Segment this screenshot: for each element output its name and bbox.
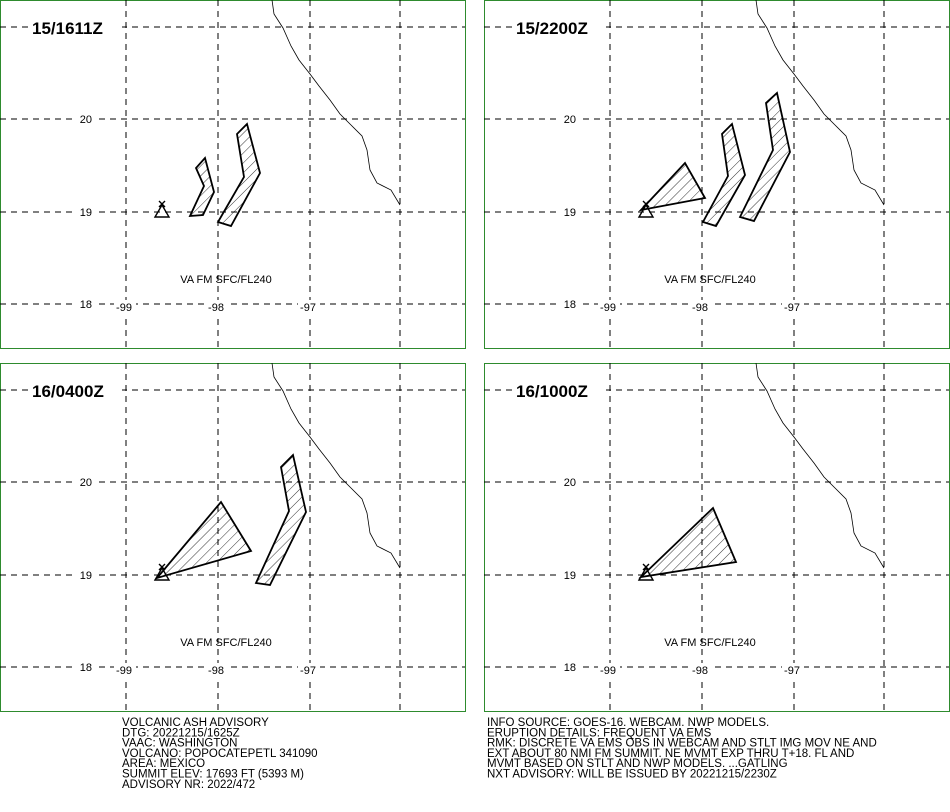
volcano-symbol: [637, 200, 655, 218]
lon-label: -97: [300, 665, 316, 677]
label-bg: [560, 297, 580, 311]
label-bg: [782, 300, 804, 314]
lon-label: -98: [692, 665, 708, 677]
map-panel: 20 19 18 -99 -98 -97 15/1611Z VA FM SFC/FL240: [0, 0, 466, 349]
ash-cloud: [638, 506, 738, 579]
advisory-line: EXT ABOUT 80 NMI FM SUMMIT. NE MVMT EXP …: [487, 748, 854, 760]
advisory-line: MVMT BASED ON STLT AND NWP MODELS. ...GA…: [487, 758, 788, 770]
label-bg: [206, 663, 228, 677]
label-bg: [560, 205, 580, 219]
map-panel: 20 19 18 -99 -98 -97 16/1000Z VA FM SFC/FL240: [484, 362, 950, 712]
label-bg: [76, 568, 96, 582]
advisory-line: SUMMIT ELEV: 17693 FT (5393 M): [122, 769, 304, 781]
label-bg: [114, 300, 136, 314]
valid-time: 16/1000Z: [516, 382, 588, 401]
flight-level: VA FM SFC/FL240: [664, 274, 756, 286]
volcano-symbol: [153, 563, 171, 581]
advisory-line: VOLCANO: POPOCATEPETL 341090: [122, 748, 318, 760]
advisory-line: VAAC: WASHINGTON: [122, 738, 237, 750]
ash-cloud: [154, 500, 253, 580]
coastline: [755, 0, 885, 206]
label-bg: [782, 663, 804, 677]
advisory-line: INFO SOURCE: GOES-16. WEBCAM. NWP MODELS…: [487, 717, 769, 729]
label-bg: [30, 18, 122, 38]
label-bg: [298, 300, 320, 314]
lon-label: -99: [600, 665, 616, 677]
lat-label: 18: [564, 299, 576, 311]
advisory-line: VOLCANIC ASH ADVISORY: [122, 717, 269, 729]
lon-label: -97: [784, 302, 800, 314]
lon-label: -99: [116, 302, 132, 314]
lon-label: -97: [784, 665, 800, 677]
map-panel: 20 19 18 -99 -98 -97 16/0400Z VA FM SFC/FL240: [0, 362, 466, 712]
lat-label: 18: [564, 662, 576, 674]
label-bg: [514, 18, 606, 38]
lat-label: 19: [80, 570, 92, 582]
label-bg: [76, 660, 96, 674]
panel-border: [0, 0, 466, 349]
label-bg: [598, 663, 620, 677]
label-bg: [560, 568, 580, 582]
coastline: [755, 362, 885, 569]
lat-label: 20: [564, 477, 576, 489]
label-bg: [30, 381, 122, 401]
lat-label: 19: [564, 570, 576, 582]
valid-time: 15/2200Z: [516, 19, 588, 38]
label-bg: [598, 300, 620, 314]
label-bg: [690, 300, 712, 314]
ash-cloud: [638, 161, 707, 212]
label-bg: [298, 663, 320, 677]
volcano-symbol: [637, 563, 655, 581]
lat-label: 19: [564, 207, 576, 219]
label-bg: [76, 475, 96, 489]
label-bg: [76, 112, 96, 126]
ash-cloud: [738, 91, 791, 223]
label-bg: [560, 660, 580, 674]
flight-level: VA FM SFC/FL240: [664, 637, 756, 649]
label-bg: [560, 112, 580, 126]
label-bg: [76, 297, 96, 311]
label-bg: [206, 300, 228, 314]
lat-label: 18: [80, 299, 92, 311]
ash-cloud: [254, 453, 307, 586]
advisory-line: RMK: DISCRETE VA EMS OBS IN WEBCAM AND S…: [487, 738, 877, 750]
ash-cloud: [188, 156, 215, 218]
valid-time: 16/0400Z: [32, 382, 104, 401]
label-bg: [690, 663, 712, 677]
label-bg: [76, 205, 96, 219]
advisory-line: ADVISORY NR: 2022/472: [122, 779, 255, 791]
lat-label: 20: [80, 114, 92, 126]
lat-label: 18: [80, 662, 92, 674]
advisory-line: DTG: 20221215/1625Z: [122, 727, 240, 739]
lat-label: 19: [80, 207, 92, 219]
lon-label: -98: [692, 302, 708, 314]
lon-label: -99: [600, 302, 616, 314]
label-bg: [114, 663, 136, 677]
advisory-line: ERUPTION DETAILS: FREQUENT VA EMS: [487, 727, 712, 739]
valid-time: 15/1611Z: [32, 19, 103, 38]
lat-label: 20: [564, 114, 576, 126]
advisory-line: AREA: MEXICO: [122, 758, 205, 770]
label-bg: [514, 381, 606, 401]
volcano-symbol: [153, 200, 171, 218]
lon-label: -99: [116, 665, 132, 677]
coastline: [271, 362, 401, 569]
advisory-line: NXT ADVISORY: WILL BE ISSUED BY 20221215…: [487, 769, 777, 781]
panel-border: [0, 363, 466, 712]
label-bg: [560, 475, 580, 489]
ash-cloud: [701, 122, 746, 228]
ash-cloud: [216, 122, 261, 228]
lat-label: 20: [80, 477, 92, 489]
coastline: [271, 0, 401, 206]
lon-label: -98: [208, 302, 224, 314]
lon-label: -98: [208, 665, 224, 677]
flight-level: VA FM SFC/FL240: [180, 637, 272, 649]
map-panel: 20 19 18 -99 -98 -97 15/2200Z VA FM SFC/FL240: [484, 0, 950, 349]
lon-label: -97: [300, 302, 316, 314]
flight-level: VA FM SFC/FL240: [180, 274, 272, 286]
